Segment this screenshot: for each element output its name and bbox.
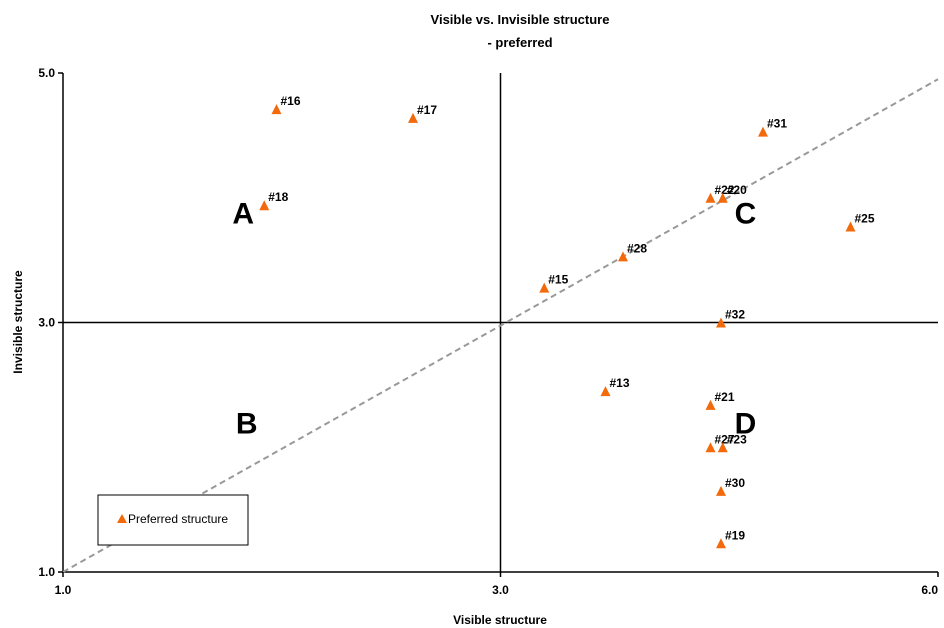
data-point-label: #27 <box>715 432 735 446</box>
y-tick-label: 1.0 <box>38 565 55 579</box>
data-point-marker <box>539 282 550 293</box>
data-point-label: #23 <box>727 432 747 446</box>
data-point-label: #16 <box>281 94 301 108</box>
data-point-label: #25 <box>855 211 875 225</box>
data-point-marker <box>705 399 716 410</box>
x-tick-label: 3.0 <box>492 583 509 597</box>
chart-title: Visible vs. Invisible structure <box>431 12 610 27</box>
data-point-marker <box>845 221 856 232</box>
quadrant-label-c: C <box>735 198 757 231</box>
data-point-label: #30 <box>725 476 745 490</box>
data-point-label: #15 <box>548 273 568 287</box>
chart-subtitle: - preferred <box>487 35 552 50</box>
plot-area: 1.0 3.0 5.0 1.0 3.0 6.0 A B C D #16 #17 #18 #31 #22#20… <box>38 66 939 597</box>
x-tick-label: 6.0 <box>921 583 938 597</box>
data-point-marker <box>716 538 726 549</box>
data-point-label: #17 <box>417 103 437 117</box>
legend-marker-triangle <box>117 514 127 523</box>
data-point-marker <box>408 112 418 123</box>
data-point-label: #21 <box>715 390 735 404</box>
data-point-marker <box>717 192 728 203</box>
data-point-label: #31 <box>767 117 787 131</box>
quadrant-label-d: D <box>735 407 757 440</box>
data-point-label: #32 <box>725 308 745 322</box>
diagonal-reference-line <box>62 78 939 573</box>
data-point-marker <box>717 442 728 453</box>
legend-entry: Preferred structure <box>128 512 228 526</box>
data-point-marker <box>600 386 611 397</box>
data-point-label: #19 <box>725 528 745 542</box>
data-point-label: #13 <box>610 376 630 390</box>
data-point-marker <box>705 192 716 203</box>
data-point-label: #22 <box>715 183 735 197</box>
data-point-marker <box>716 317 726 328</box>
legend: Preferred structure <box>97 494 249 546</box>
data-point-marker <box>271 104 282 115</box>
data-point-marker <box>705 442 716 453</box>
data-point-marker <box>758 126 768 137</box>
y-tick-label: 5.0 <box>38 66 55 80</box>
x-tick-label: 1.0 <box>55 583 72 597</box>
y-tick-label: 3.0 <box>38 316 55 330</box>
quadrant-label-b: B <box>236 407 258 440</box>
data-point-label: #28 <box>627 241 647 255</box>
x-axis-title: Visible structure <box>453 613 547 627</box>
data-point-label: #18 <box>268 190 288 204</box>
data-point-marker <box>716 485 726 496</box>
data-point-marker <box>618 251 628 262</box>
data-point-marker <box>259 200 270 211</box>
quadrant-label-a: A <box>232 198 254 231</box>
y-axis-title: Invisible structure <box>11 270 25 374</box>
data-point-label: #20 <box>727 183 747 197</box>
